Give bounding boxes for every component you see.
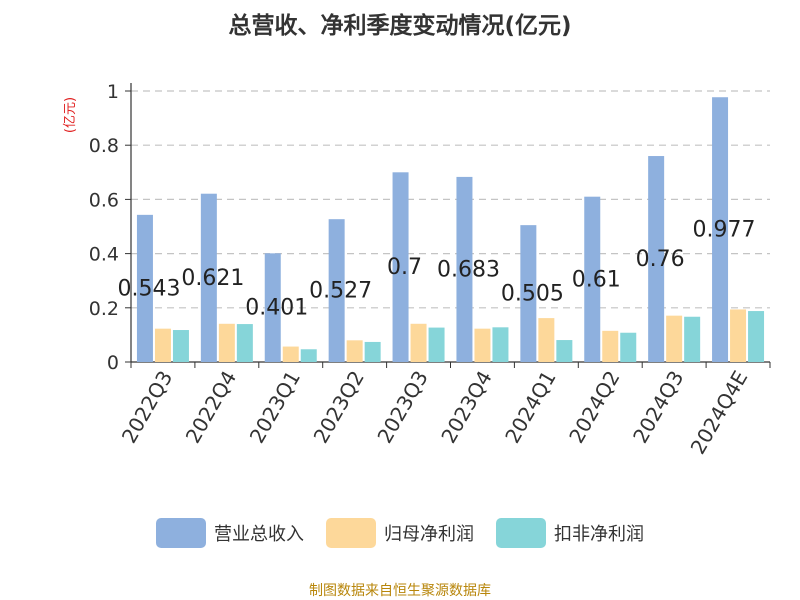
- bar-revenue: [712, 97, 729, 362]
- source-note: 制图数据来自恒生聚源数据库: [309, 583, 491, 599]
- bar-revenue: [200, 193, 217, 362]
- data-label: 0.61: [572, 267, 621, 292]
- bar-revenue: [392, 172, 409, 362]
- legend-label-deducted-profit: 扣非净利润: [554, 524, 644, 545]
- bar-revenue: [584, 196, 601, 362]
- bar-deducted-profit: [748, 311, 765, 362]
- x-tick-label: 2022Q4: [181, 367, 241, 448]
- bar-net-profit: [602, 330, 619, 362]
- y-tick-label: 0.2: [89, 298, 119, 320]
- bar-deducted-profit: [236, 324, 253, 362]
- legend-label-revenue: 营业总收入: [214, 524, 304, 545]
- x-tick-label: 2023Q4: [436, 367, 496, 448]
- data-label: 0.401: [245, 296, 308, 321]
- y-tick-label: 1: [107, 81, 119, 103]
- x-tick-label: 2024Q4E: [686, 367, 753, 459]
- legend-item-revenue[interactable]: 营业总收入: [156, 518, 304, 548]
- x-tick-label: 2023Q3: [372, 367, 432, 448]
- chart-legend: 营业总收入 归母净利润 扣非净利润: [0, 518, 800, 548]
- data-label: 0.543: [117, 276, 180, 301]
- y-tick-label: 0.8: [89, 135, 119, 157]
- bar-net-profit: [474, 328, 491, 362]
- bar-deducted-profit: [684, 316, 701, 362]
- bar-deducted-profit: [364, 341, 381, 362]
- bar-deducted-profit: [428, 327, 445, 362]
- legend-label-net-profit: 归母净利润: [384, 524, 474, 545]
- data-label: 0.505: [501, 282, 564, 307]
- x-tick-label: 2022Q3: [117, 367, 177, 448]
- data-label: 0.977: [693, 218, 756, 243]
- data-label: 0.683: [437, 257, 500, 282]
- y-tick-label: 0.4: [89, 244, 119, 266]
- bar-revenue: [520, 225, 537, 362]
- bar-deducted-profit: [492, 327, 509, 362]
- legend-item-net-profit[interactable]: 归母净利润: [326, 518, 474, 548]
- data-label: 0.527: [309, 279, 372, 304]
- bar-revenue: [136, 214, 153, 362]
- data-label: 0.7: [387, 255, 422, 280]
- x-tick-label: 2024Q2: [564, 367, 624, 448]
- bar-deducted-profit: [172, 330, 189, 362]
- bar-revenue: [264, 253, 281, 362]
- bar-revenue: [648, 156, 665, 362]
- data-label: 0.76: [636, 247, 685, 272]
- y-axis-label: (亿元): [63, 97, 78, 133]
- legend-item-deducted-profit[interactable]: 扣非净利润: [496, 518, 644, 548]
- x-tick-label: 2024Q1: [500, 367, 560, 448]
- bar-net-profit: [730, 309, 747, 362]
- bar-net-profit: [346, 340, 363, 362]
- x-tick-label: 2023Q2: [309, 367, 369, 448]
- x-tick-label: 2023Q1: [245, 367, 305, 448]
- y-tick-label: 0: [107, 352, 119, 374]
- x-tick-label: 2024Q3: [628, 367, 688, 448]
- bar-deducted-profit: [620, 332, 637, 362]
- data-label: 0.621: [181, 266, 244, 291]
- legend-swatch-net-profit: [326, 518, 376, 548]
- bar-net-profit: [666, 315, 683, 362]
- bar-deducted-profit: [556, 340, 573, 362]
- legend-swatch-revenue: [156, 518, 206, 548]
- chart-title: 总营收、净利季度变动情况(亿元): [228, 13, 572, 39]
- bar-deducted-profit: [300, 349, 317, 362]
- y-tick-label: 0.6: [89, 189, 119, 211]
- bar-revenue: [328, 219, 345, 362]
- bar-revenue: [456, 176, 473, 362]
- legend-swatch-deducted-profit: [496, 518, 546, 548]
- bar-net-profit: [154, 328, 171, 362]
- bar-net-profit: [218, 323, 235, 362]
- bar-net-profit: [282, 346, 299, 362]
- bar-net-profit: [410, 323, 427, 362]
- bar-net-profit: [538, 318, 555, 362]
